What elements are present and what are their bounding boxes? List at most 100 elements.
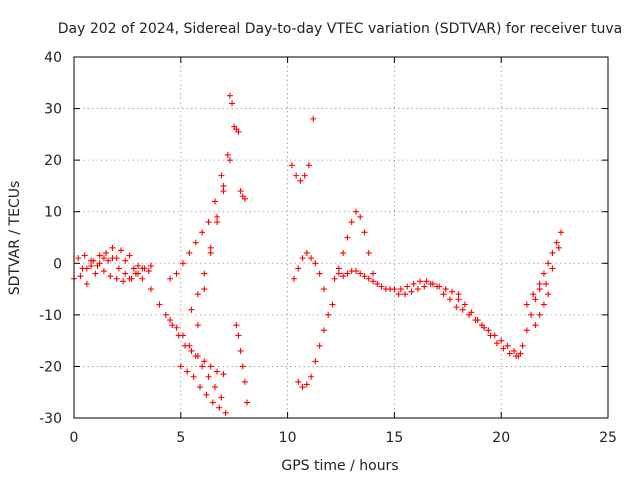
data-point bbox=[115, 265, 122, 272]
data-point bbox=[188, 347, 195, 354]
data-point bbox=[186, 342, 193, 349]
data-point bbox=[147, 286, 154, 293]
data-point bbox=[235, 128, 242, 135]
data-point bbox=[205, 373, 212, 380]
y-axis-label: SDTVAR / TECUs bbox=[7, 181, 23, 296]
data-point bbox=[299, 384, 306, 391]
data-point bbox=[352, 268, 359, 275]
series-high-7-8h bbox=[226, 92, 251, 406]
data-point bbox=[434, 283, 441, 290]
data-point bbox=[555, 244, 562, 251]
data-point bbox=[207, 249, 214, 256]
data-point bbox=[485, 327, 492, 334]
data-point bbox=[179, 332, 186, 339]
data-point bbox=[190, 373, 197, 380]
data-point bbox=[113, 275, 120, 282]
data-point bbox=[139, 265, 146, 272]
data-point bbox=[192, 239, 199, 246]
chart-title: Day 202 of 2024, Sidereal Day-to-day VTE… bbox=[58, 21, 622, 37]
data-point bbox=[220, 188, 227, 195]
y-tick-label: 40 bbox=[44, 50, 62, 66]
data-point bbox=[540, 301, 547, 308]
data-point bbox=[77, 273, 84, 280]
data-point bbox=[192, 353, 199, 360]
data-point bbox=[455, 296, 462, 303]
data-point bbox=[340, 249, 347, 256]
data-point bbox=[498, 337, 505, 344]
data-point bbox=[308, 373, 315, 380]
x-axis: 0 5 10 15 20 25 bbox=[70, 57, 617, 446]
data-point bbox=[361, 229, 368, 236]
data-point bbox=[186, 249, 193, 256]
data-point bbox=[493, 340, 500, 347]
series-dip-18-21h bbox=[455, 296, 524, 360]
data-point bbox=[211, 384, 218, 391]
plot-frame bbox=[73, 56, 609, 419]
y-tick-label: 20 bbox=[44, 153, 62, 169]
data-point bbox=[316, 270, 323, 277]
data-point bbox=[536, 286, 543, 293]
data-point bbox=[100, 255, 107, 262]
data-point bbox=[455, 291, 462, 298]
y-tick-label: 30 bbox=[44, 102, 62, 118]
data-point bbox=[199, 363, 206, 370]
data-point bbox=[145, 268, 152, 275]
data-point bbox=[370, 270, 377, 277]
data-point bbox=[241, 195, 248, 202]
x-tick-label: 15 bbox=[385, 430, 403, 446]
data-point bbox=[83, 280, 90, 287]
data-point bbox=[214, 368, 221, 375]
data-point bbox=[440, 291, 447, 298]
data-point bbox=[365, 275, 372, 282]
data-point bbox=[203, 391, 210, 398]
data-point bbox=[553, 239, 560, 246]
data-point bbox=[335, 270, 342, 277]
data-point bbox=[361, 273, 368, 280]
series-cluster-12-15h bbox=[331, 208, 394, 293]
data-point bbox=[220, 371, 227, 378]
data-point bbox=[316, 342, 323, 349]
data-point bbox=[523, 327, 530, 334]
data-point bbox=[504, 342, 511, 349]
data-point bbox=[205, 219, 212, 226]
data-point bbox=[519, 342, 526, 349]
data-point bbox=[506, 350, 513, 357]
data-point bbox=[169, 322, 176, 329]
series-cluster-10-12h bbox=[288, 115, 336, 391]
data-point bbox=[226, 157, 233, 164]
data-point bbox=[139, 275, 146, 282]
data-point bbox=[218, 172, 225, 179]
data-point bbox=[122, 270, 129, 277]
x-tick-label: 10 bbox=[279, 430, 297, 446]
data-point bbox=[320, 286, 327, 293]
data-point bbox=[201, 358, 208, 365]
data-point bbox=[188, 306, 195, 313]
data-point bbox=[79, 265, 86, 272]
data-point bbox=[545, 291, 552, 298]
y-tick-label: -20 bbox=[39, 359, 62, 375]
data-point bbox=[414, 286, 421, 293]
data-point bbox=[423, 278, 430, 285]
data-point bbox=[130, 265, 137, 272]
data-point bbox=[162, 311, 169, 318]
data-point bbox=[325, 311, 332, 318]
data-point bbox=[303, 249, 310, 256]
data-point bbox=[305, 162, 312, 169]
data-point bbox=[107, 273, 114, 280]
data-point bbox=[528, 311, 535, 318]
y-tick-label: -10 bbox=[39, 308, 62, 324]
data-point bbox=[113, 255, 120, 262]
data-point bbox=[229, 100, 236, 107]
series-band-15-18h bbox=[391, 278, 462, 311]
data-point bbox=[226, 92, 233, 99]
data-point bbox=[216, 404, 223, 411]
data-point bbox=[549, 249, 556, 256]
y-tick-label: 0 bbox=[53, 256, 62, 272]
data-point bbox=[515, 353, 522, 360]
data-point bbox=[391, 286, 398, 293]
data-point bbox=[344, 270, 351, 277]
data-point bbox=[92, 270, 99, 277]
data-point bbox=[233, 322, 240, 329]
data-point bbox=[523, 301, 530, 308]
data-point bbox=[299, 255, 306, 262]
